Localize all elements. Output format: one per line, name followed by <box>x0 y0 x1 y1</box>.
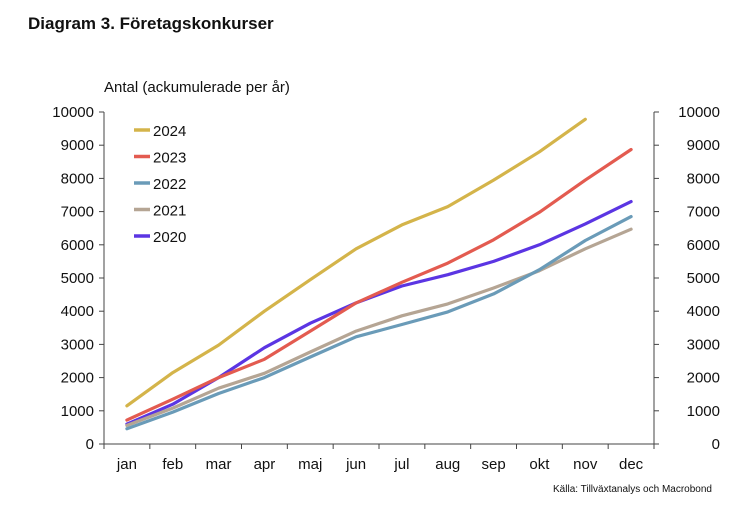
series-lines <box>125 117 633 431</box>
x-tick-label: sep <box>481 456 505 473</box>
left-tick-label: 9000 <box>61 137 94 154</box>
series-line-2022 <box>125 215 633 431</box>
x-tick-label: jan <box>116 456 137 473</box>
legend-label: 2024 <box>153 123 186 140</box>
x-tick-label: jul <box>393 456 409 473</box>
right-y-ticks: 0 1000 2000 3000 4000 5000 6000 7000 8000 9000 100… <box>654 104 720 453</box>
right-tick-label: 7000 <box>687 204 720 221</box>
right-tick-label: 1000 <box>687 403 720 420</box>
left-tick-label: 2000 <box>61 370 94 387</box>
right-tick-label: 10000 <box>678 104 720 121</box>
series-line-2024 <box>125 117 587 408</box>
left-tick-label: 8000 <box>61 170 94 187</box>
series-line-2020 <box>125 200 633 426</box>
x-tick-label: aug <box>435 456 460 473</box>
x-tick-label: feb <box>162 456 183 473</box>
right-tick-label: 3000 <box>687 336 720 353</box>
legend-label: 2021 <box>153 203 186 220</box>
right-tick-label: 0 <box>712 436 720 453</box>
legend-label: 2020 <box>153 229 186 246</box>
source-note: Källa: Tillväxtanalys och Macrobond <box>553 484 712 495</box>
y-axis-label: Antal (ackumulerade per år) <box>104 79 290 96</box>
right-tick-label: 8000 <box>687 170 720 187</box>
left-tick-label: 0 <box>86 436 94 453</box>
left-tick-label: 4000 <box>61 303 94 320</box>
right-tick-label: 4000 <box>687 303 720 320</box>
x-tick-label: maj <box>298 456 322 473</box>
left-tick-label: 10000 <box>52 104 94 121</box>
left-tick-label: 3000 <box>61 336 94 353</box>
legend-label: 2022 <box>153 176 186 193</box>
left-tick-label: 7000 <box>61 204 94 221</box>
left-tick-label: 6000 <box>61 237 94 254</box>
legend-label: 2023 <box>153 150 186 167</box>
right-tick-label: 2000 <box>687 370 720 387</box>
x-tick-label: okt <box>529 456 550 473</box>
right-tick-label: 9000 <box>687 137 720 154</box>
series-line-2021 <box>125 227 633 427</box>
left-tick-label: 5000 <box>61 270 94 287</box>
x-tick-label: mar <box>206 456 232 473</box>
x-ticks: jan feb mar apr maj jun jul aug sep okt nov dec <box>103 444 655 473</box>
chart-title: Diagram 3. Företagskonkurser <box>28 14 274 33</box>
left-tick-label: 1000 <box>61 403 94 420</box>
right-tick-label: 5000 <box>687 270 720 287</box>
x-tick-label: apr <box>254 456 276 473</box>
x-tick-label: jun <box>345 456 366 473</box>
right-tick-label: 6000 <box>687 237 720 254</box>
legend: 2024 2023 2022 2021 2020 <box>134 123 186 246</box>
series-line-2023 <box>125 147 633 422</box>
x-tick-label: dec <box>619 456 644 473</box>
x-tick-label: nov <box>573 456 598 473</box>
left-y-ticks: 0 1000 2000 3000 4000 5000 6000 7000 8000 9000 100… <box>52 104 104 453</box>
